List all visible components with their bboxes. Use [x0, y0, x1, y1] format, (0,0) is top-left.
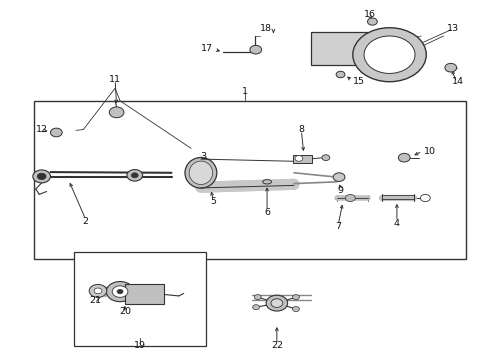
Text: 21: 21 [90, 296, 101, 305]
Text: 14: 14 [452, 77, 464, 86]
Bar [74, 252, 206, 346]
Text: 16: 16 [364, 10, 376, 19]
Circle shape [89, 284, 107, 297]
Ellipse shape [189, 161, 213, 184]
Circle shape [37, 173, 46, 180]
Circle shape [293, 307, 299, 312]
Ellipse shape [263, 180, 271, 184]
Text: 4: 4 [394, 219, 400, 228]
Circle shape [345, 194, 355, 202]
Circle shape [106, 282, 134, 302]
Circle shape [271, 299, 283, 307]
Circle shape [112, 286, 128, 297]
Circle shape [353, 28, 426, 82]
Text: 3: 3 [200, 152, 206, 161]
Circle shape [50, 128, 62, 137]
Circle shape [293, 294, 299, 300]
Circle shape [364, 36, 415, 73]
Text: 5: 5 [210, 197, 216, 206]
Circle shape [109, 107, 124, 118]
Circle shape [398, 153, 410, 162]
Text: 15: 15 [353, 77, 365, 86]
Bar [125, 284, 164, 304]
Circle shape [127, 170, 143, 181]
Circle shape [333, 173, 345, 181]
Circle shape [250, 45, 262, 54]
Circle shape [420, 194, 430, 202]
Circle shape [336, 71, 345, 78]
Circle shape [254, 294, 261, 300]
Circle shape [253, 305, 260, 310]
Text: 10: 10 [424, 148, 436, 157]
Text: 6: 6 [264, 208, 270, 217]
Text: 9: 9 [338, 186, 343, 195]
Text: 1: 1 [242, 87, 248, 96]
Text: 17: 17 [201, 44, 213, 53]
Circle shape [445, 63, 457, 72]
Circle shape [295, 156, 303, 161]
Text: 11: 11 [109, 75, 121, 84]
Bar [293, 155, 312, 163]
Circle shape [33, 170, 50, 183]
Circle shape [117, 289, 123, 294]
Text: 13: 13 [447, 24, 459, 33]
Text: 7: 7 [335, 222, 341, 231]
Ellipse shape [185, 158, 217, 188]
Circle shape [322, 155, 330, 161]
Circle shape [266, 295, 288, 311]
Text: 18: 18 [260, 24, 272, 33]
Text: 12: 12 [36, 125, 48, 134]
Text: 8: 8 [298, 125, 304, 134]
Bar [34, 101, 465, 259]
Text: 2: 2 [83, 217, 89, 226]
Text: 22: 22 [271, 341, 283, 350]
Circle shape [368, 18, 377, 25]
Text: 20: 20 [119, 307, 131, 316]
Circle shape [131, 173, 138, 178]
Text: 19: 19 [134, 341, 146, 350]
Circle shape [94, 288, 102, 294]
Bar [311, 32, 368, 65]
